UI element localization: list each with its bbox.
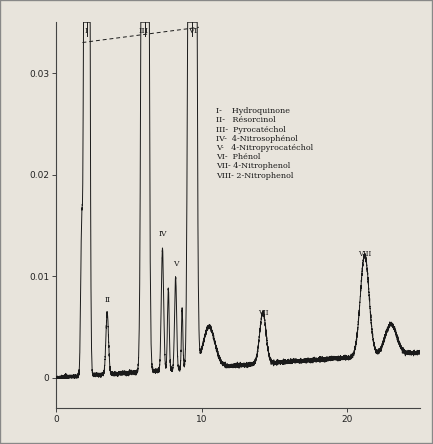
Text: V: V [173,260,178,268]
Text: II: II [104,296,110,304]
Text: I: I [84,27,88,35]
Text: IV: IV [158,230,167,238]
Text: I-    Hydroquinone
II-   Résorcinol
III-  Pyrocatéchol
IV-  4-Nitrosophénol
V-  : I- Hydroquinone II- Résorcinol III- Pyro… [216,107,313,179]
Text: VII: VII [258,309,268,317]
Text: VI: VI [187,27,197,35]
Text: VIII: VIII [358,250,372,258]
Text: III: III [139,27,149,35]
